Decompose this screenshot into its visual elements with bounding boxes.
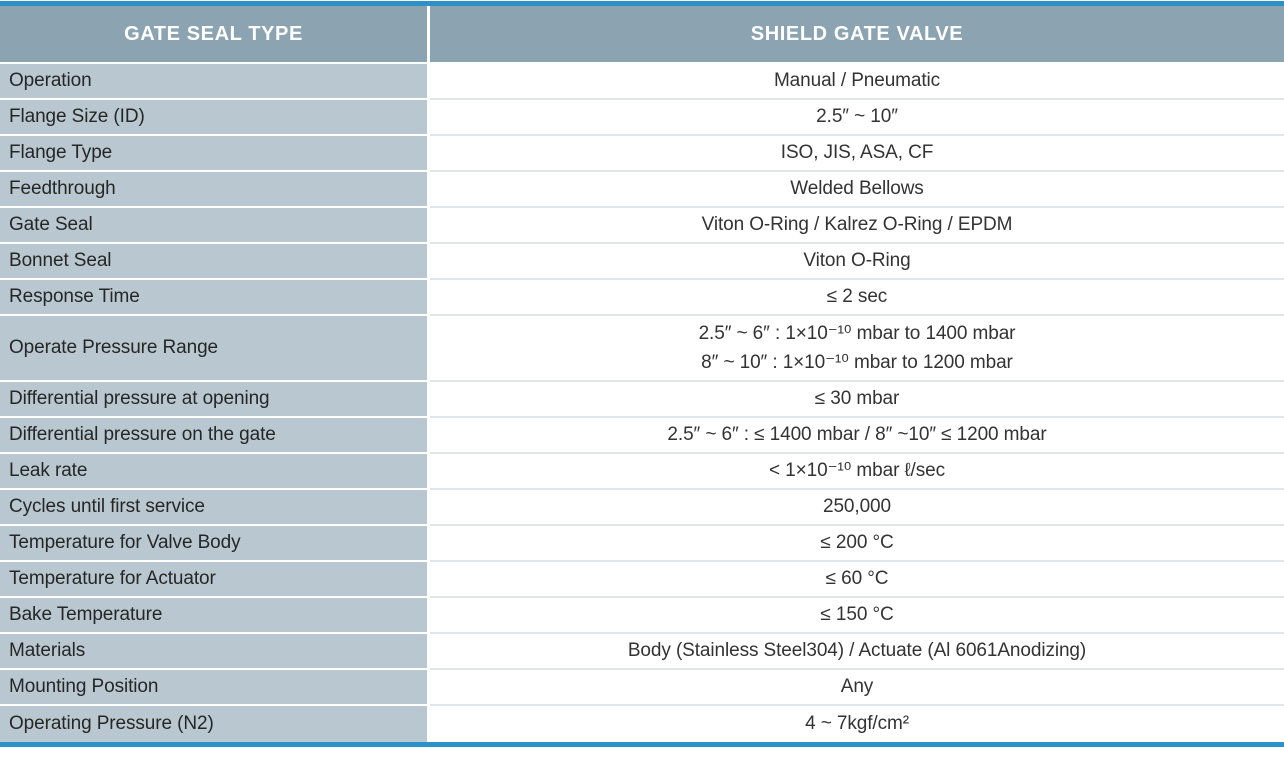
row-label: Operation: [0, 64, 430, 100]
row-label: Operate Pressure Range: [0, 316, 430, 382]
table-row: Operating Pressure (N2) 4 ~ 7kgf/cm²: [0, 706, 1284, 742]
table-row: Differential pressure on the gate 2.5″ ~ …: [0, 418, 1284, 454]
table-row: Materials Body (Stainless Steel304) / Act…: [0, 634, 1284, 670]
row-label: Materials: [0, 634, 430, 670]
header-cell-shield-gate-valve: SHIELD GATE VALVE: [430, 6, 1284, 62]
row-label: Flange Type: [0, 136, 430, 172]
row-value: 2.5″ ~ 10″: [430, 100, 1284, 136]
table-row: Operate Pressure Range 2.5″ ~ 6″ : 1×10⁻¹…: [0, 316, 1284, 382]
row-label: Feedthrough: [0, 172, 430, 208]
row-label: Bake Temperature: [0, 598, 430, 634]
row-value: ISO, JIS, ASA, CF: [430, 136, 1284, 172]
row-label: Temperature for Valve Body: [0, 526, 430, 562]
table-row: Differential pressure at opening ≤ 30 mba…: [0, 382, 1284, 418]
spec-table: GATE SEAL TYPE SHIELD GATE VALVE Operati…: [0, 6, 1284, 742]
top-accent-bar: [0, 1, 1284, 6]
row-value: Manual / Pneumatic: [430, 64, 1284, 100]
row-value: 2.5″ ~ 6″ : ≤ 1400 mbar / 8″ ~10″ ≤ 1200…: [430, 418, 1284, 454]
table-row: Bake Temperature ≤ 150 °C: [0, 598, 1284, 634]
table-row: Mounting Position Any: [0, 670, 1284, 706]
row-label: Differential pressure on the gate: [0, 418, 430, 454]
row-label: Differential pressure at opening: [0, 382, 430, 418]
row-value: < 1×10⁻¹⁰ mbar ℓ/sec: [430, 454, 1284, 490]
row-value: ≤ 2 sec: [430, 280, 1284, 316]
bottom-accent-bar: [0, 742, 1284, 747]
table-row: Response Time ≤ 2 sec: [0, 280, 1284, 316]
row-value: Welded Bellows: [430, 172, 1284, 208]
row-value: 4 ~ 7kgf/cm²: [430, 706, 1284, 742]
table-body: Operation Manual / Pneumatic Flange Size (…: [0, 64, 1284, 742]
table-row: Gate Seal Viton O-Ring / Kalrez O-Ring / …: [0, 208, 1284, 244]
table-row: Feedthrough Welded Bellows: [0, 172, 1284, 208]
row-label: Leak rate: [0, 454, 430, 490]
table-row: Temperature for Valve Body ≤ 200 °C: [0, 526, 1284, 562]
row-label: Bonnet Seal: [0, 244, 430, 280]
row-value: ≤ 60 °C: [430, 562, 1284, 598]
header-cell-gate-seal-type: GATE SEAL TYPE: [0, 6, 430, 62]
row-value: ≤ 200 °C: [430, 526, 1284, 562]
row-value: 250,000: [430, 490, 1284, 526]
table-row: Flange Size (ID) 2.5″ ~ 10″: [0, 100, 1284, 136]
row-label: Gate Seal: [0, 208, 430, 244]
table-row: Flange Type ISO, JIS, ASA, CF: [0, 136, 1284, 172]
row-label: Response Time: [0, 280, 430, 316]
row-value: Any: [430, 670, 1284, 706]
row-label: Temperature for Actuator: [0, 562, 430, 598]
row-value: Body (Stainless Steel304) / Actuate (Al …: [430, 634, 1284, 670]
table-row: Temperature for Actuator ≤ 60 °C: [0, 562, 1284, 598]
table-row: Cycles until first service 250,000: [0, 490, 1284, 526]
row-label: Mounting Position: [0, 670, 430, 706]
row-value: 2.5″ ~ 6″ : 1×10⁻¹⁰ mbar to 1400 mbar 8″…: [430, 316, 1284, 382]
table-row: Bonnet Seal Viton O-Ring: [0, 244, 1284, 280]
row-value: Viton O-Ring / Kalrez O-Ring / EPDM: [430, 208, 1284, 244]
table-row: Operation Manual / Pneumatic: [0, 64, 1284, 100]
table-header-row: GATE SEAL TYPE SHIELD GATE VALVE: [0, 6, 1284, 64]
row-label: Flange Size (ID): [0, 100, 430, 136]
row-value: ≤ 150 °C: [430, 598, 1284, 634]
row-label: Operating Pressure (N2): [0, 706, 430, 742]
table-row: Leak rate < 1×10⁻¹⁰ mbar ℓ/sec: [0, 454, 1284, 490]
row-value: Viton O-Ring: [430, 244, 1284, 280]
row-value: ≤ 30 mbar: [430, 382, 1284, 418]
row-label: Cycles until first service: [0, 490, 430, 526]
